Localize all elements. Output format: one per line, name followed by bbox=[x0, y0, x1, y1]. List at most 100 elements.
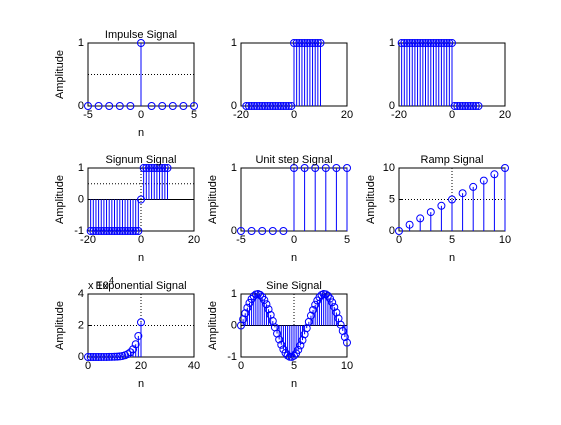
stem-marker bbox=[110, 352, 119, 361]
stem-marker bbox=[445, 39, 454, 47]
stem-marker bbox=[434, 39, 443, 47]
stem-marker bbox=[298, 336, 307, 345]
stem-marker bbox=[247, 102, 256, 110]
stem-marker bbox=[107, 352, 116, 361]
stem bbox=[453, 102, 462, 110]
stem bbox=[94, 199, 103, 235]
stem bbox=[397, 39, 406, 106]
stem-marker bbox=[89, 227, 98, 235]
stem-marker bbox=[279, 227, 288, 235]
stem bbox=[243, 303, 252, 326]
stem bbox=[245, 298, 254, 326]
stem bbox=[115, 102, 124, 110]
x-tick-label: 40 bbox=[188, 360, 200, 372]
stem bbox=[309, 305, 318, 326]
stem-marker bbox=[113, 227, 122, 235]
stem-marker bbox=[158, 164, 167, 172]
stem bbox=[94, 102, 103, 110]
stem bbox=[471, 102, 480, 110]
stem bbox=[160, 164, 169, 200]
x-tick-label: 20 bbox=[135, 360, 147, 372]
stem-marker bbox=[418, 39, 427, 47]
stem bbox=[99, 199, 108, 235]
stem bbox=[263, 102, 272, 110]
stem bbox=[129, 345, 138, 357]
stem-marker bbox=[147, 102, 156, 110]
stem bbox=[313, 39, 322, 106]
stem-marker bbox=[89, 352, 98, 361]
stem-marker bbox=[276, 102, 285, 110]
y-tick-label: 2 bbox=[78, 319, 84, 331]
stem-marker bbox=[426, 39, 435, 47]
stem bbox=[300, 164, 309, 231]
stem-marker bbox=[139, 164, 148, 172]
stem-marker bbox=[245, 298, 254, 307]
stem-marker bbox=[150, 164, 159, 172]
stem bbox=[271, 102, 280, 110]
stem bbox=[158, 102, 167, 110]
stem bbox=[311, 39, 320, 106]
stem-marker bbox=[343, 338, 351, 347]
stem-marker bbox=[330, 303, 339, 312]
x-tick-label: 20 bbox=[499, 109, 511, 121]
stem-marker bbox=[86, 352, 95, 361]
x-tick-label: 0 bbox=[138, 109, 144, 121]
x-axis-label: n bbox=[138, 252, 144, 264]
stem bbox=[89, 352, 98, 361]
stem-marker bbox=[163, 164, 172, 172]
stem-marker bbox=[321, 164, 330, 172]
stem bbox=[134, 331, 143, 357]
stem bbox=[306, 311, 315, 326]
stem bbox=[445, 39, 454, 106]
stem bbox=[297, 39, 306, 106]
stem bbox=[340, 325, 349, 342]
stem bbox=[118, 199, 127, 235]
stem-marker bbox=[121, 227, 130, 235]
stem bbox=[84, 102, 92, 110]
stem-marker bbox=[416, 214, 425, 223]
stem-marker bbox=[256, 290, 265, 299]
stem-marker bbox=[126, 102, 135, 110]
stem bbox=[405, 39, 414, 106]
stem bbox=[102, 352, 111, 361]
stem bbox=[260, 296, 269, 326]
stem bbox=[305, 39, 314, 106]
stem bbox=[292, 39, 301, 106]
stem bbox=[402, 39, 411, 106]
stem bbox=[285, 325, 294, 361]
stem-marker bbox=[237, 227, 245, 235]
stem-marker bbox=[426, 208, 435, 217]
stem bbox=[110, 199, 119, 235]
stem bbox=[416, 39, 425, 106]
stem-marker bbox=[285, 352, 294, 361]
stem-marker bbox=[129, 227, 138, 235]
x-tick-label: 5 bbox=[344, 234, 350, 246]
subplot-title: Sine Signal bbox=[266, 280, 322, 292]
stem bbox=[311, 164, 320, 231]
x-tick-label: -5 bbox=[236, 234, 246, 246]
stem bbox=[142, 164, 151, 200]
stem-marker bbox=[134, 227, 143, 235]
stem bbox=[328, 298, 337, 326]
stem-marker bbox=[284, 102, 293, 110]
stem-marker bbox=[402, 39, 411, 47]
stem-marker bbox=[260, 102, 269, 110]
stem bbox=[474, 102, 483, 110]
stem-marker bbox=[258, 227, 267, 235]
stem-marker bbox=[99, 227, 108, 235]
x-tick-label: 5 bbox=[449, 234, 455, 246]
stem-marker bbox=[309, 305, 318, 314]
stem bbox=[126, 102, 135, 110]
stem-marker bbox=[160, 164, 169, 172]
stem-marker bbox=[287, 102, 296, 110]
stem-marker bbox=[279, 102, 288, 110]
stem bbox=[262, 300, 271, 326]
y-axis-label: Amplitude bbox=[207, 301, 219, 350]
stem-marker bbox=[300, 39, 309, 47]
stem-marker bbox=[395, 227, 403, 235]
y-tick-label: 0 bbox=[78, 351, 84, 363]
